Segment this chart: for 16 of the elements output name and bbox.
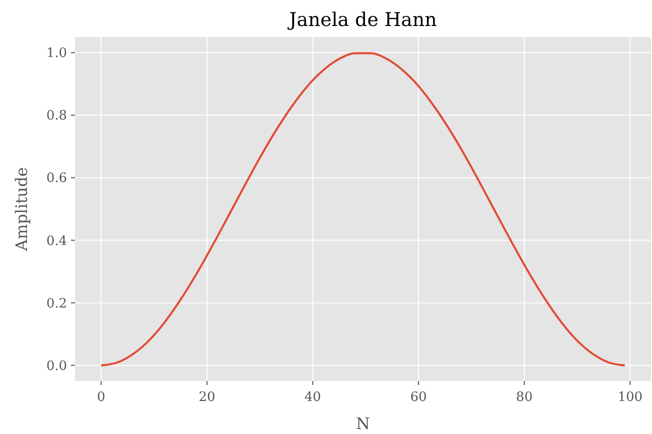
x-tick-label: 40 xyxy=(304,390,322,405)
y-tick-label: 0.8 xyxy=(46,108,67,124)
y-tick-label: 0.2 xyxy=(46,296,67,312)
x-tick-label: 0 xyxy=(97,390,106,405)
y-tick-label: 0.6 xyxy=(46,171,67,186)
x-tick-label: 80 xyxy=(516,390,533,405)
line-series xyxy=(100,52,626,366)
x-tick-label: 20 xyxy=(198,390,216,405)
x-tick-label: 100 xyxy=(618,390,643,405)
y-tick-label: 0.0 xyxy=(46,358,67,374)
y-axis-title: Amplitude xyxy=(12,167,31,252)
chart-title: Janela de Hann xyxy=(287,9,437,31)
x-axis-title: N xyxy=(356,414,370,433)
x-tick-label: 60 xyxy=(410,390,427,405)
y-tick-label: 0.4 xyxy=(46,234,67,249)
y-tick-label: 1.0 xyxy=(46,46,67,62)
